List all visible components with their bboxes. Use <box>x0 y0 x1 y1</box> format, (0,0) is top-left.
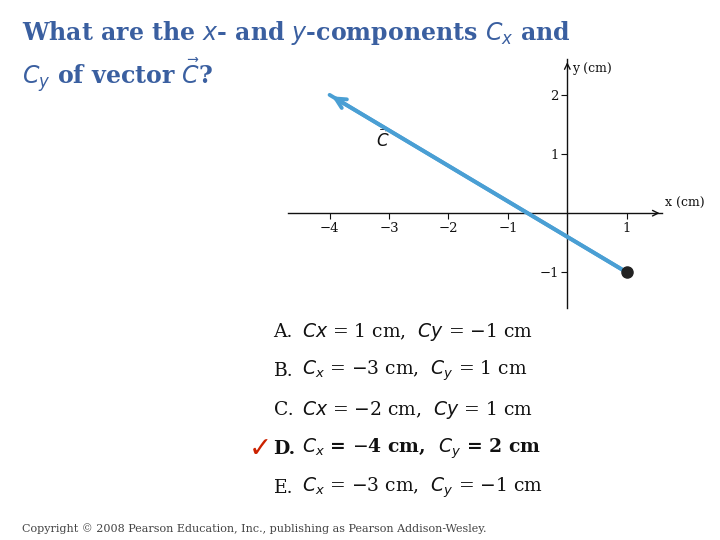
Text: $C_x$ = $-$3 cm,  $C_y$ = 1 cm: $C_x$ = $-$3 cm, $C_y$ = 1 cm <box>302 359 528 383</box>
Text: x (cm): x (cm) <box>665 197 705 210</box>
Text: $\vec{C}$: $\vec{C}$ <box>377 129 390 151</box>
Text: $C_x$ = $-$4 cm,  $C_y$ = 2 cm: $C_x$ = $-$4 cm, $C_y$ = 2 cm <box>302 436 541 461</box>
Text: y (cm): y (cm) <box>572 62 612 76</box>
Text: B.: B. <box>274 362 293 380</box>
Text: $Cx$ = 1 cm,  $Cy$ = $-$1 cm: $Cx$ = 1 cm, $Cy$ = $-$1 cm <box>302 321 534 343</box>
Text: A.: A. <box>274 323 293 341</box>
Text: $C_x$ = $-$3 cm,  $C_y$ = $-$1 cm: $C_x$ = $-$3 cm, $C_y$ = $-$1 cm <box>302 475 544 500</box>
Text: D.: D. <box>274 440 296 458</box>
Text: $Cx$ = $-$2 cm,  $Cy$ = 1 cm: $Cx$ = $-$2 cm, $Cy$ = 1 cm <box>302 399 534 421</box>
Text: Copyright © 2008 Pearson Education, Inc., publishing as Pearson Addison-Wesley.: Copyright © 2008 Pearson Education, Inc.… <box>22 523 486 534</box>
Text: $C_y$ of vector $\vec{C}$?: $C_y$ of vector $\vec{C}$? <box>22 57 212 95</box>
Text: C.: C. <box>274 401 293 419</box>
Text: ✓: ✓ <box>248 435 271 463</box>
Text: What are the $x$- and $y$-components $C_x$ and: What are the $x$- and $y$-components $C_… <box>22 19 570 47</box>
Text: E.: E. <box>274 478 293 497</box>
